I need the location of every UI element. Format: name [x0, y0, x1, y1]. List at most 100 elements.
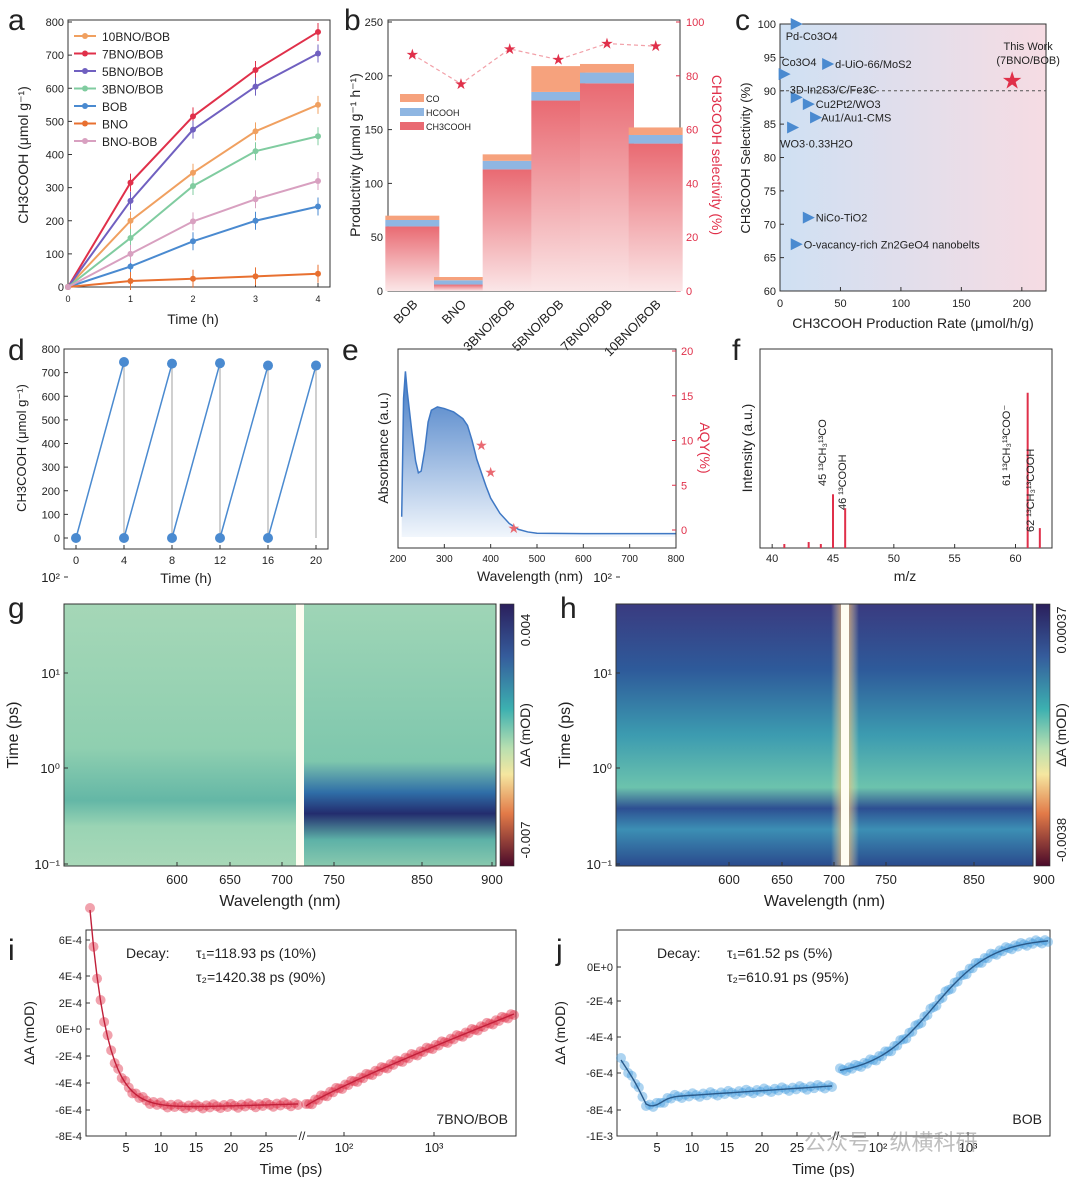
x-tick-label: 2 [190, 294, 195, 304]
kinetic-point [289, 1098, 300, 1109]
x-tick-label: 150 [952, 298, 970, 310]
y-tick-label: 0 [377, 286, 383, 298]
tau1-label: τ₁=61.52 ps (5%) [727, 945, 833, 961]
y-tick-label: 100 [758, 19, 776, 31]
kinetic-point [275, 1100, 286, 1111]
y-axis-label: CH3COOH (μmol g⁻¹) [14, 384, 29, 512]
cycle-line [267, 365, 317, 539]
x-tick-label: 5 [122, 1140, 129, 1155]
panel-c: 0 50 100 150 200 60 65 70 75 80 85 90 95 100 CH3COOH P… [738, 18, 1060, 331]
kinetic-point [701, 1090, 712, 1101]
absorbance-line [400, 371, 676, 535]
x-tick-label: 10 [154, 1140, 168, 1155]
y-tick-label: 100 [42, 509, 60, 521]
x-tick-label: 15 [189, 1140, 203, 1155]
bar-HCOOH-BNO [434, 280, 488, 285]
axis-break-band [841, 604, 849, 866]
x-tick-label: 750 [875, 872, 897, 887]
y2-tick-label: 80 [686, 71, 698, 83]
kinetic-point [751, 1084, 762, 1095]
x-tick-label: 16 [262, 555, 274, 567]
kinetic-point [737, 1087, 748, 1098]
y-tick-label: 80 [764, 153, 776, 165]
y-tick-label: 200 [42, 486, 60, 498]
data-point [252, 273, 259, 280]
x-axis-label: Time (ps) [792, 1161, 855, 1178]
axis-break [297, 1130, 307, 1142]
x-tick-label: 45 [827, 553, 839, 565]
y-tick-label: 800 [42, 344, 60, 356]
x-tick-label: 700 [271, 872, 293, 887]
kinetic-point [293, 1099, 303, 1110]
literature-point [790, 91, 803, 104]
category-label: BOB [390, 297, 420, 327]
legend-label: CO [426, 94, 440, 104]
kinetic-point [871, 1055, 882, 1066]
aqy-marker: ★ [484, 464, 497, 480]
x-tick-label: 200 [390, 554, 407, 565]
y-axis-label: Time (ps) [5, 702, 22, 769]
x-axis-label: Wavelength (nm) [219, 893, 340, 910]
kinetic-point [183, 1100, 194, 1111]
point-label: NiCo-TiO2 [816, 213, 868, 225]
cycle-line [75, 361, 125, 539]
kinetic-point [127, 1088, 138, 1099]
x-tick-label: 10² [869, 1140, 888, 1155]
fit-line [620, 1059, 833, 1107]
y-tick-label: -8E-4 [55, 1131, 82, 1143]
x-tick-label: 900 [1033, 872, 1055, 887]
x-tick-label: 500 [529, 554, 546, 565]
y-axis-label: ΔA (mOD) [21, 1001, 37, 1065]
y2-tick-label: 0 [686, 286, 692, 298]
x-tick-label: 5 [653, 1140, 660, 1155]
y2-tick-label: 15 [681, 391, 693, 403]
colorbar [1035, 603, 1051, 867]
aqy-marker: ★ [475, 437, 488, 453]
y-tick-label: -6E-4 [586, 1068, 613, 1080]
category-label: 3BNO/BOB [460, 297, 518, 355]
kinetic-point [970, 957, 981, 968]
y-tick-label: 10² [41, 570, 60, 585]
bar-CH3COOH-BNO [434, 284, 488, 291]
literature-point [822, 58, 835, 71]
kinetic-point [925, 1003, 936, 1014]
x-axis-label: Time (h) [167, 311, 219, 327]
selectivity-marker: ★ [649, 38, 662, 55]
bar-CO-7BNO/BOB [580, 63, 634, 73]
kinetic-point [85, 903, 95, 913]
x-tick-label: 0 [73, 555, 79, 567]
cycle-start-point [119, 533, 129, 543]
legend-swatch [400, 122, 424, 130]
y-tick-label: 700 [46, 50, 64, 62]
data-point [252, 217, 259, 224]
y-tick-label: 0E+0 [587, 962, 613, 974]
x-axis-label: CH3COOH Production Rate (μmol/h/g) [792, 315, 1033, 331]
point-label: Pd-Co3O4 [786, 31, 838, 43]
literature-point [778, 68, 791, 81]
bar-CH3COOH-3BNO/BOB [482, 169, 537, 291]
kinetic-point [1024, 937, 1035, 948]
axes-frame [615, 603, 1034, 867]
kinetic-point [895, 1035, 906, 1046]
panel-label-c: c [735, 4, 750, 37]
y2-axis-label: AQY(%) [697, 422, 713, 473]
kinetic-point [734, 1086, 745, 1097]
kinetic-point [254, 1099, 265, 1110]
cycle-start-point [215, 533, 225, 543]
cycle-line [171, 362, 221, 539]
decay-label: Decay: [126, 945, 170, 961]
legend-label: BNO [102, 118, 128, 132]
kinetic-point [847, 1063, 858, 1074]
x-tick-label: 700 [823, 872, 845, 887]
literature-point [802, 211, 815, 224]
x-axis-label: Wavelength (nm) [477, 568, 583, 584]
bar-HCOOH-3BNO/BOB [482, 160, 537, 170]
y-tick-label: 700 [42, 368, 60, 380]
kinetic-point [910, 1020, 921, 1031]
y-tick-label: 50 [371, 232, 383, 244]
x-tick-label: 850 [411, 872, 433, 887]
cycle-end-point [119, 356, 129, 367]
y-axis-label: ΔA (mOD) [552, 1001, 568, 1065]
kinetic-point [641, 1100, 652, 1111]
colorbar [499, 603, 515, 867]
